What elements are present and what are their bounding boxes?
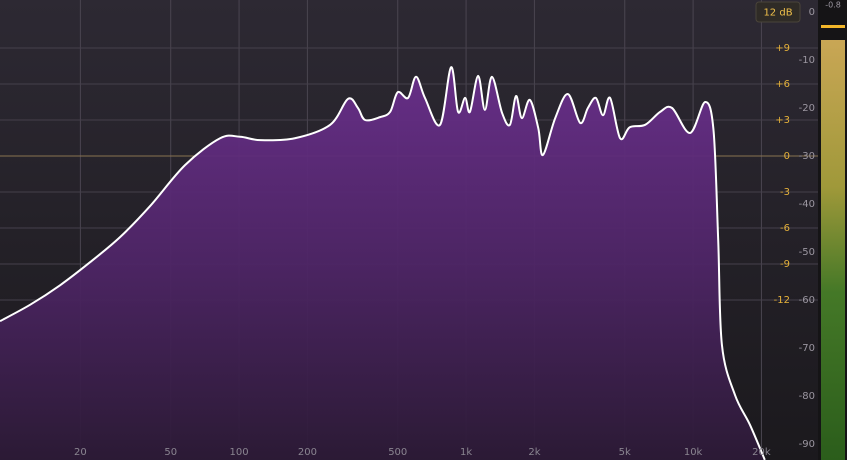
y2-tick-label: -60 [799, 295, 815, 306]
y-tick-label: -9 [780, 259, 790, 270]
y-tick-label: +9 [775, 43, 790, 54]
y2-tick-label: -90 [799, 439, 815, 450]
x-tick-label: 20k [752, 447, 771, 458]
y2-tick-label: -70 [799, 343, 815, 354]
x-tick-label: 2k [528, 447, 540, 458]
x-tick-label: 10k [684, 447, 703, 458]
spectrum-area [0, 67, 765, 460]
meter-peak-marker [821, 25, 845, 28]
x-tick-label: 100 [230, 447, 249, 458]
x-tick-label: 200 [298, 447, 317, 458]
meter-peak-label: -0.8 [825, 1, 841, 10]
x-tick-label: 50 [164, 447, 177, 458]
y-tick-label: 0 [784, 151, 790, 162]
x-tick-label: 500 [388, 447, 407, 458]
y-tick-label: +6 [775, 79, 790, 90]
y-tick-label: -12 [774, 295, 790, 306]
y2-tick-label: 0 [809, 7, 815, 18]
labels: 20 50 100 200 500 1k 2k 5k 10k 20k +9 +6 +3 0 -3 -6 -9 -1… [74, 7, 815, 458]
x-tick-label: 5k [619, 447, 631, 458]
spectrum-line [0, 66, 766, 460]
y2-tick-label: -50 [799, 247, 815, 258]
plot [0, 66, 766, 460]
y2-tick-label: -30 [799, 151, 815, 162]
y2-tick-label: -40 [799, 199, 815, 210]
y-tick-label: -3 [780, 187, 790, 198]
x-tick-label: 1k [460, 447, 472, 458]
meter-level [821, 40, 845, 460]
range-button-label[interactable]: 12 dB [763, 8, 792, 19]
y2-tick-label: -10 [799, 55, 815, 66]
y-tick-label: +3 [775, 115, 790, 126]
range-button[interactable] [755, 1, 801, 23]
x-tick-label: 20 [74, 447, 87, 458]
y-tick-label: -6 [780, 223, 790, 234]
y2-tick-label: -20 [799, 103, 815, 114]
y2-tick-label: -80 [799, 391, 815, 402]
